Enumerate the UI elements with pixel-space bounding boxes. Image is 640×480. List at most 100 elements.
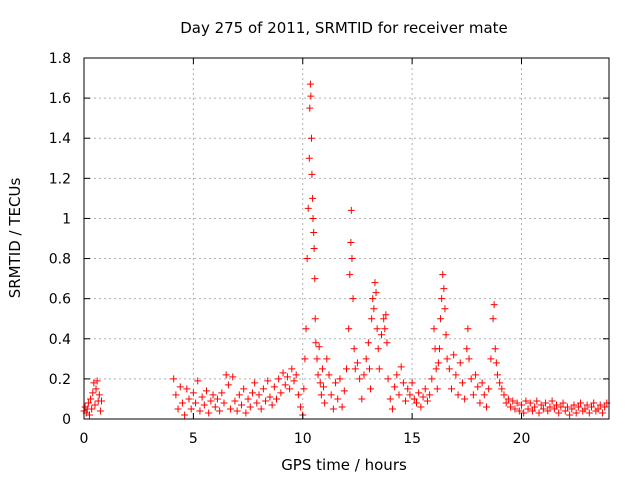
- data-point: [343, 365, 350, 373]
- data-point: [317, 391, 325, 399]
- data-point: [187, 405, 195, 413]
- data-point: [288, 365, 296, 373]
- data-point: [172, 391, 180, 399]
- data-point: [568, 405, 576, 413]
- data-point: [300, 385, 308, 393]
- data-point: [489, 315, 497, 323]
- data-point: [526, 399, 534, 407]
- data-point: [205, 409, 213, 417]
- data-point: [369, 295, 377, 303]
- data-point: [370, 305, 378, 313]
- data-point: [321, 399, 329, 407]
- axis-ticks: [83, 57, 609, 420]
- data-point: [555, 409, 563, 417]
- y-tick-label: 1.6: [49, 91, 71, 107]
- chart-title: Day 275 of 2011, SRMTID for receiver mat…: [180, 19, 508, 37]
- data-point: [469, 391, 477, 399]
- data-point: [537, 401, 545, 409]
- data-point: [535, 409, 543, 417]
- data-point: [220, 399, 228, 407]
- data-point: [399, 379, 407, 387]
- data-point: [550, 405, 558, 413]
- data-point: [259, 385, 267, 393]
- data-point: [443, 355, 451, 363]
- data-point: [92, 385, 100, 393]
- data-point: [419, 393, 427, 401]
- data-point: [382, 311, 390, 319]
- data-point: [305, 154, 313, 162]
- data-point: [307, 92, 315, 100]
- data-point: [170, 375, 178, 383]
- data-point: [583, 401, 591, 409]
- data-point: [211, 403, 219, 411]
- data-point: [336, 375, 344, 383]
- data-point: [310, 228, 318, 236]
- data-point: [590, 399, 598, 407]
- data-point: [198, 393, 206, 401]
- data-point: [456, 359, 464, 367]
- data-point: [596, 401, 604, 409]
- data-point: [348, 255, 356, 263]
- y-tick-label: 0.8: [49, 252, 71, 268]
- data-point: [574, 403, 582, 411]
- plot-frame: [83, 57, 610, 420]
- data-point: [402, 397, 410, 405]
- data-point: [421, 385, 429, 393]
- data-point: [415, 389, 423, 397]
- y-tick-label: 0: [62, 412, 71, 428]
- data-point: [347, 239, 355, 247]
- data-point: [585, 409, 593, 417]
- data-point: [544, 407, 552, 415]
- data-point: [434, 359, 442, 367]
- data-point: [176, 383, 184, 391]
- data-point: [378, 331, 385, 339]
- data-point: [95, 391, 103, 399]
- data-point: [588, 403, 595, 411]
- data-point: [353, 359, 361, 367]
- data-point: [309, 214, 317, 222]
- data-point: [281, 381, 289, 389]
- data-point: [498, 385, 506, 393]
- data-point: [563, 403, 571, 411]
- data-point: [216, 407, 224, 415]
- y-tick-label: 1.4: [49, 131, 71, 147]
- data-point: [302, 325, 310, 333]
- data-point: [222, 371, 230, 379]
- data-point: [561, 407, 569, 415]
- data-point: [189, 389, 197, 397]
- data-point: [334, 395, 342, 403]
- data-point: [440, 285, 448, 293]
- data-point: [273, 395, 280, 403]
- data-point: [200, 401, 208, 409]
- data-point: [286, 385, 294, 393]
- data-point: [301, 355, 309, 363]
- data-point: [306, 104, 314, 112]
- data-point: [572, 409, 580, 417]
- data-point: [463, 345, 471, 353]
- x-tick-label: 20: [513, 431, 531, 447]
- data-point: [178, 399, 186, 407]
- data-point: [242, 409, 250, 417]
- data-point: [251, 379, 259, 387]
- y-tick-label: 0.6: [49, 292, 71, 308]
- data-point: [524, 405, 532, 413]
- data-point: [372, 289, 380, 297]
- data-point: [194, 377, 202, 385]
- data-point: [467, 375, 475, 383]
- data-point: [375, 365, 383, 373]
- data-point: [350, 345, 358, 353]
- data-point: [227, 405, 235, 413]
- data-point: [381, 325, 389, 333]
- data-point: [320, 383, 328, 391]
- data-point: [356, 375, 364, 383]
- data-point: [304, 204, 312, 212]
- data-point: [577, 399, 585, 407]
- data-point: [496, 379, 504, 387]
- data-point: [566, 411, 574, 419]
- data-point: [315, 343, 323, 351]
- data-point: [306, 80, 314, 88]
- y-tick-label: 1.8: [49, 51, 71, 67]
- data-point: [308, 134, 315, 142]
- data-point: [316, 379, 324, 387]
- data-point: [229, 373, 237, 381]
